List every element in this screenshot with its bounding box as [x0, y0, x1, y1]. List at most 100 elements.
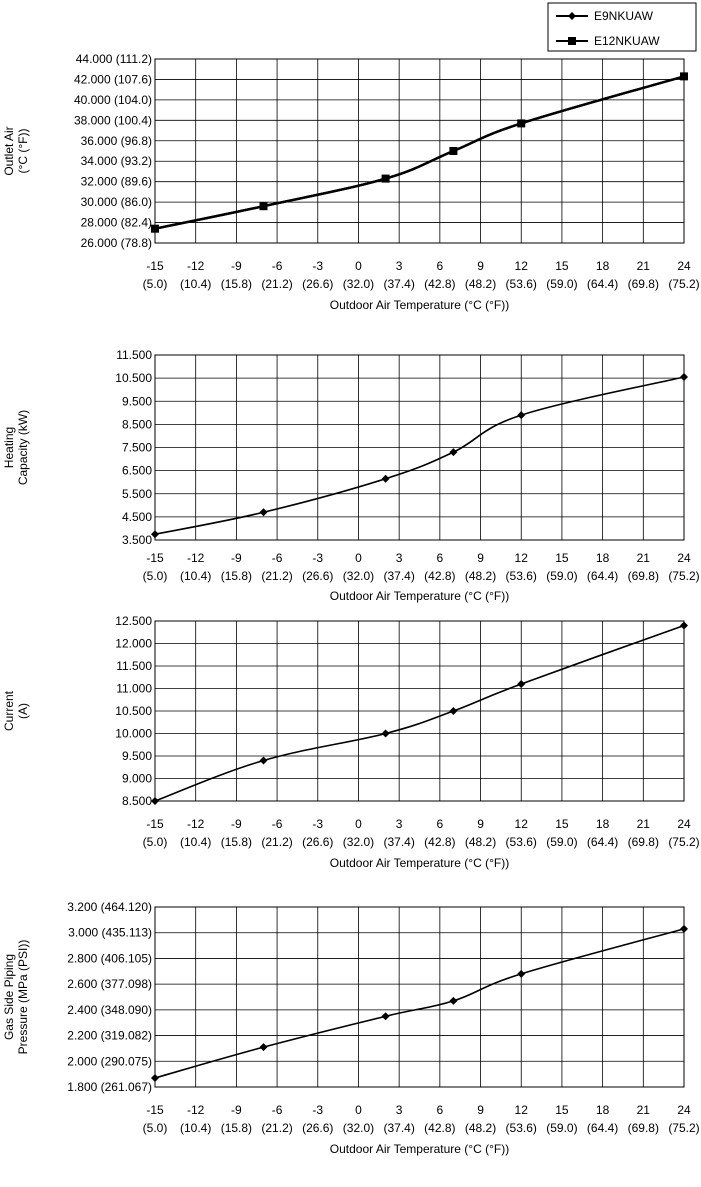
chart-3: 8.500 9.000 9.500 10.000 10.500 11.000 11.500 1…	[2, 614, 700, 870]
data-point-diamond	[151, 797, 159, 805]
x-tick-label: 0	[355, 1103, 362, 1117]
x-axis-title: Outdoor Air Temperature (°C (°F))	[330, 298, 509, 312]
chart-2: 3.500 4.500 5.500 6.500 7.500 8.500 9.500 10.50…	[2, 348, 700, 603]
y-tick-label: 2.400 (348.090)	[67, 1003, 152, 1017]
x-tick-label: 24	[677, 259, 691, 273]
x-tick-label: (21.2)	[261, 1121, 292, 1135]
x-tick-label: (42.8)	[424, 277, 455, 291]
legend-marker-diamond	[568, 12, 576, 20]
x-tick-label: -9	[231, 1103, 242, 1117]
x-axis-title: Outdoor Air Temperature (°C (°F))	[330, 589, 509, 603]
y-tick-label: 2.800 (406.105)	[67, 951, 152, 965]
x-tick-label: (37.4)	[383, 835, 414, 849]
data-point-diamond	[680, 621, 688, 630]
data-point-diamond	[259, 756, 268, 765]
x-tick-label: (53.6)	[506, 277, 537, 291]
x-tick-label: (59.0)	[546, 569, 577, 583]
x-tick-label: 3	[396, 551, 403, 565]
x-tick-label: -15	[146, 1103, 164, 1117]
x-tick-label: 9	[477, 551, 484, 565]
x-tick-label: -9	[231, 551, 242, 565]
x-tick-label: 15	[555, 259, 569, 273]
data-point-diamond	[381, 474, 390, 483]
x-tick-label: (48.2)	[465, 835, 496, 849]
x-tick-label: -9	[231, 817, 242, 831]
y-tick-label: 5.500	[122, 487, 152, 501]
x-tick-label: 6	[437, 1103, 444, 1117]
x-tick-label: 15	[555, 1103, 569, 1117]
plot-frame	[154, 906, 685, 1088]
x-tick-label: -3	[312, 259, 323, 273]
x-tick-label: 0	[355, 259, 362, 273]
x-tick-label: (75.2)	[668, 1121, 699, 1135]
y-tick-label: 9.500	[122, 749, 152, 763]
y-tick-label: 9.000	[122, 772, 152, 786]
y-tick-label: 36.000 (96.8)	[81, 134, 152, 148]
x-tick-label: (5.0)	[143, 569, 168, 583]
x-tick-label: (59.0)	[546, 277, 577, 291]
series-line	[154, 624, 685, 802]
x-tick-label: 0	[355, 817, 362, 831]
y-tick-label: 8.500	[122, 417, 152, 431]
x-tick-label: -9	[231, 259, 242, 273]
y-tick-label: 32.000 (89.6)	[81, 175, 152, 189]
x-tick-label: 9	[477, 1103, 484, 1117]
y-axis-title: Gas Side Piping	[2, 954, 16, 1040]
y-tick-label: 11.000	[116, 682, 152, 696]
x-tick-label: (48.2)	[465, 569, 496, 583]
x-tick-label: (15.8)	[221, 1121, 252, 1135]
data-point-square	[259, 202, 268, 211]
x-tick-label: (53.6)	[506, 569, 537, 583]
data-point-diamond	[151, 530, 159, 539]
plot-frame	[154, 354, 685, 541]
x-tick-label: -12	[187, 551, 205, 565]
x-tick-label: (15.8)	[221, 569, 252, 583]
x-tick-label: (42.8)	[424, 835, 455, 849]
x-tick-label: (69.8)	[628, 277, 659, 291]
y-tick-label: 2.000 (290.075)	[67, 1054, 152, 1068]
x-tick-label: (26.6)	[302, 277, 333, 291]
x-tick-label: (64.4)	[587, 569, 618, 583]
y-tick-label: 8.500	[122, 794, 152, 808]
x-tick-label: (21.2)	[261, 569, 292, 583]
x-tick-label: 6	[437, 551, 444, 565]
data-point-diamond	[381, 729, 390, 738]
x-tick-label: 21	[637, 259, 651, 273]
series-line	[154, 376, 685, 536]
x-tick-label: (37.4)	[383, 277, 414, 291]
y-tick-label: 9.500	[122, 394, 152, 408]
chart-4: 1.800 (261.067) 2.000 (290.075) 2.200 (319…	[2, 900, 700, 1156]
x-tick-label: 0	[355, 551, 362, 565]
x-tick-label: (53.6)	[506, 835, 537, 849]
x-tick-label: 18	[596, 1103, 610, 1117]
data-point-square	[151, 224, 159, 233]
x-tick-label: 3	[396, 259, 403, 273]
plot-frame	[154, 58, 685, 244]
x-tick-label: (53.6)	[506, 1121, 537, 1135]
data-point-diamond	[680, 924, 688, 933]
x-tick-label: (21.2)	[261, 277, 292, 291]
x-tick-label: 21	[637, 551, 651, 565]
y-tick-label: 3.500	[122, 533, 152, 547]
y-axis-title: (°C (°F))	[16, 129, 30, 174]
x-tick-label: 15	[555, 551, 569, 565]
y-tick-label: 38.000 (100.4)	[74, 113, 152, 127]
data-point-diamond	[517, 969, 526, 978]
y-tick-label: 40.000 (104.0)	[74, 93, 152, 107]
y-axis-title: Capacity (kW)	[16, 410, 30, 485]
legend-label: E12NKUAW	[594, 34, 660, 48]
x-tick-label: (26.6)	[302, 569, 333, 583]
x-tick-label: (32.0)	[343, 277, 374, 291]
y-tick-label: 12.000	[115, 637, 152, 651]
x-tick-label: (48.2)	[465, 1121, 496, 1135]
data-point-square	[680, 72, 688, 81]
x-tick-label: (32.0)	[343, 835, 374, 849]
x-tick-label: -15	[146, 817, 164, 831]
x-tick-label: (32.0)	[343, 1121, 374, 1135]
x-tick-label: -15	[146, 259, 164, 273]
x-tick-label: 24	[677, 551, 691, 565]
y-axis-title: (A)	[16, 703, 30, 719]
x-tick-label: (69.8)	[628, 835, 659, 849]
y-tick-label: 11.500	[116, 659, 152, 673]
